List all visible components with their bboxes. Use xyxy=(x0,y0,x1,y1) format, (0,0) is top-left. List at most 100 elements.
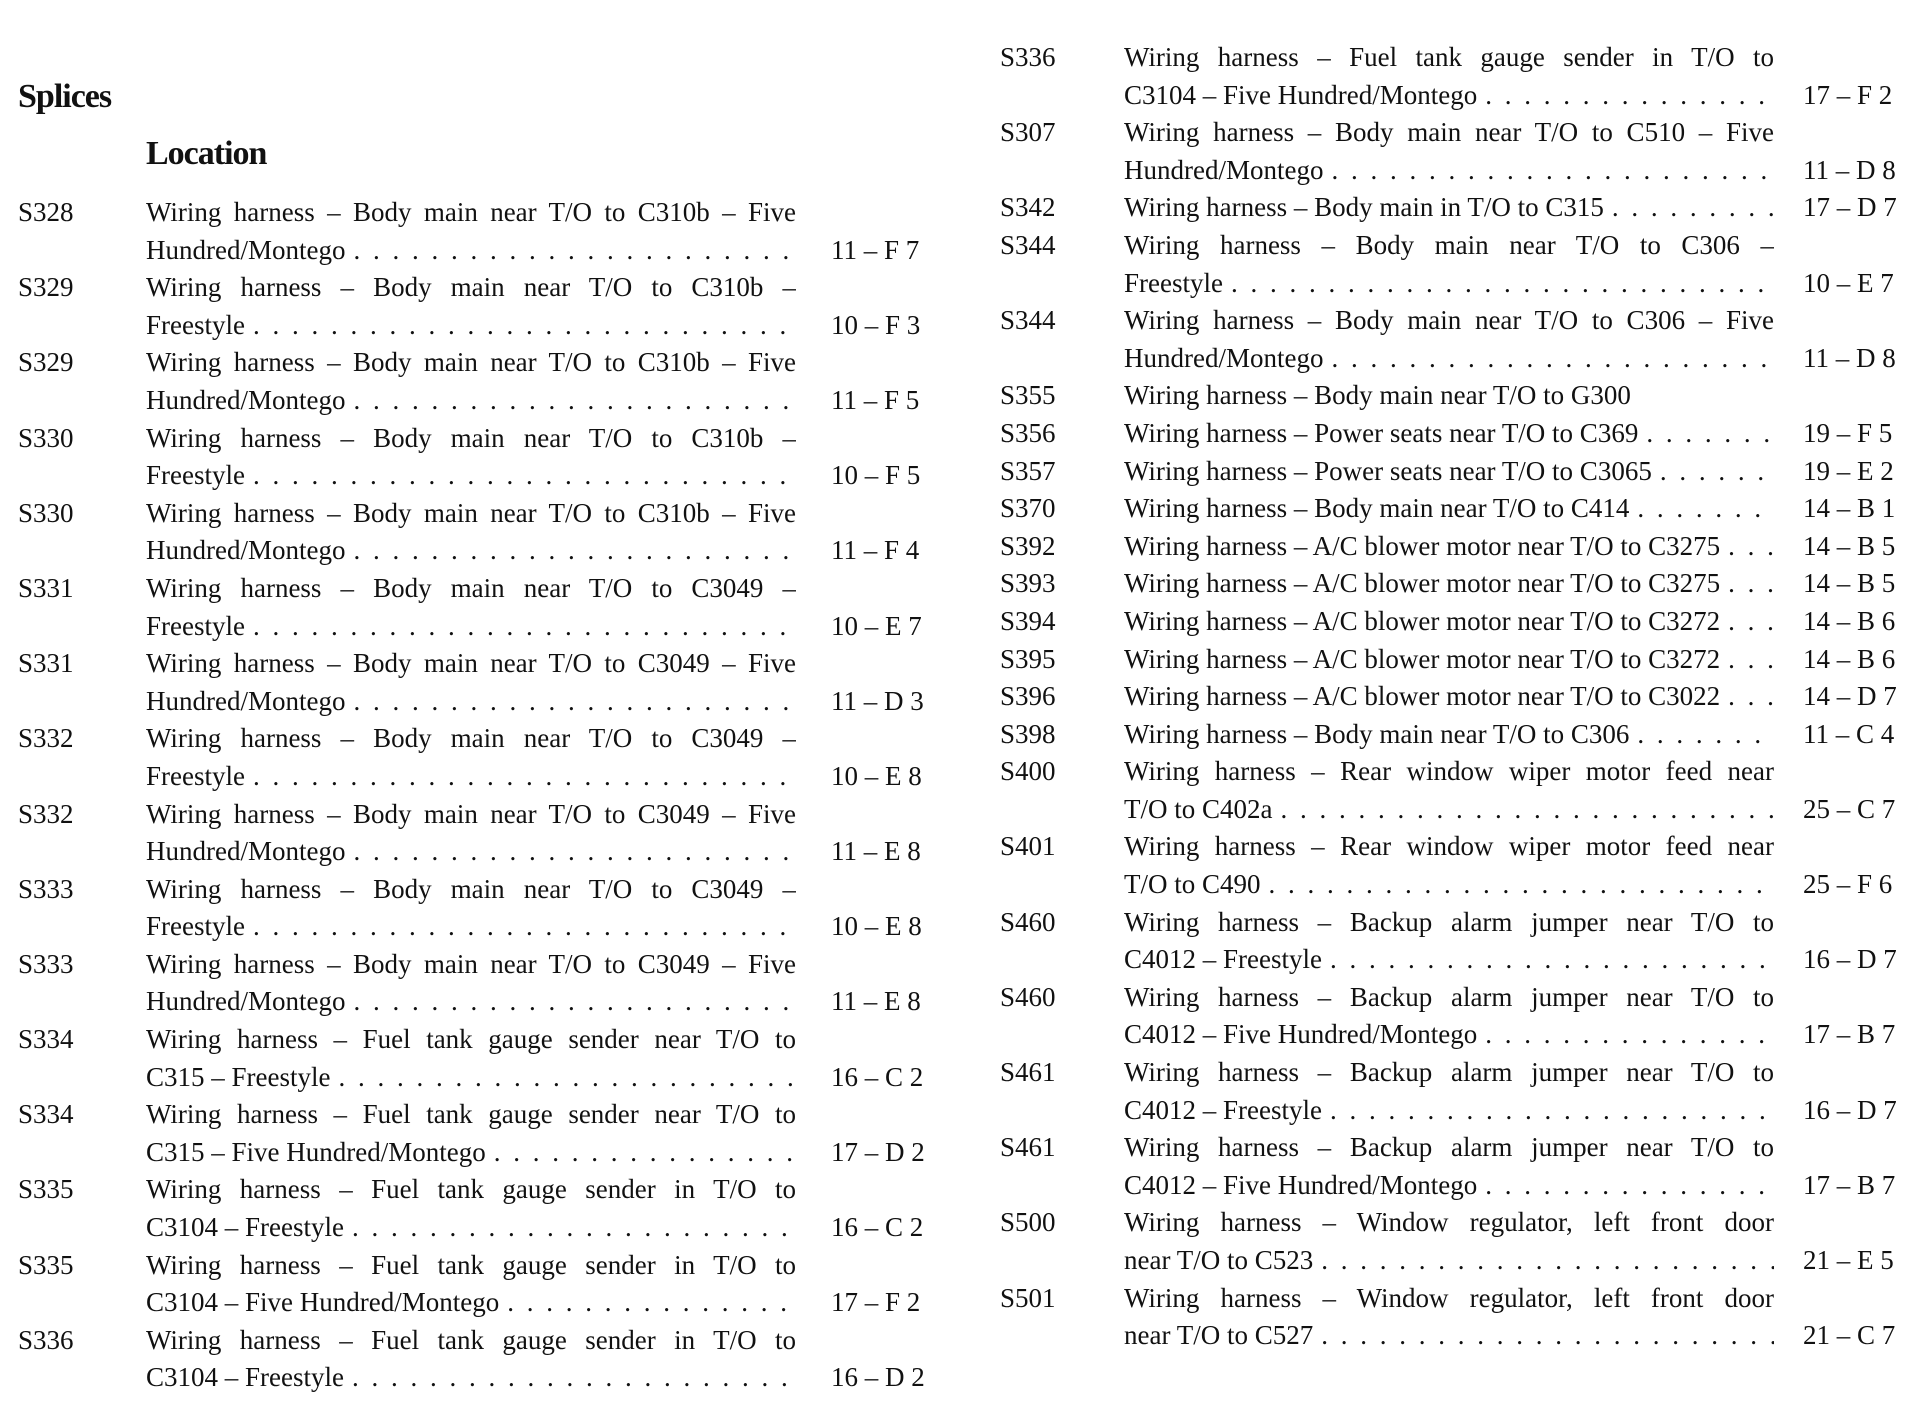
description-text: Wiring harness – Backup alarm jumper nea… xyxy=(1124,1132,1774,1163)
grid-location: 16 – D 7 xyxy=(1803,944,1897,975)
splice-code: S332 xyxy=(18,723,74,754)
splice-code: S336 xyxy=(1000,42,1056,72)
description-text: Wiring harness – Body main near T/O to C… xyxy=(146,497,796,528)
splice-code: S393 xyxy=(1000,568,1056,599)
dot-leader: . . . . . . . . . . . . . . . . . . . . … xyxy=(1268,869,1774,900)
grid-location: 19 – E 2 xyxy=(1803,455,1894,486)
description-text: C3104 – Five Hundred/Montego xyxy=(146,1287,500,1318)
description-text: Hundred/Montego xyxy=(146,986,346,1017)
grid-location: 14 – B 6 xyxy=(1803,605,1896,636)
dot-leader: . . . . . . . . . . . . . . . . . . . . … xyxy=(1485,1019,1774,1050)
description-text: Wiring harness – Body main near T/O to C… xyxy=(1124,305,1774,336)
description-text: C4012 – Five Hundred/Montego xyxy=(1124,1019,1478,1050)
description-text: Wiring harness – Rear window wiper motor… xyxy=(1124,831,1774,862)
splice-code: S357 xyxy=(1000,455,1056,486)
grid-location: 10 – F 5 xyxy=(831,460,921,491)
grid-location: 17 – F 2 xyxy=(831,1287,921,1318)
dot-leader: . . . . . . . . . . . . . . . . . . . . … xyxy=(1331,154,1774,185)
description-text: Wiring harness – Body main near T/O to C… xyxy=(146,798,796,829)
splice-code: S334 xyxy=(18,1024,74,1055)
description-text: Freestyle xyxy=(146,911,245,942)
description-text: Freestyle xyxy=(146,460,245,491)
grid-location: 25 – F 6 xyxy=(1803,869,1893,900)
splice-code: S332 xyxy=(18,798,74,829)
description-text: Hundred/Montego xyxy=(146,384,346,415)
description-text: Wiring harness – Fuel tank gauge sender … xyxy=(146,1174,796,1205)
splice-code: S329 xyxy=(18,347,74,378)
grid-location: 14 – B 1 xyxy=(1803,493,1896,524)
description-text: Wiring harness – Backup alarm jumper nea… xyxy=(1124,1057,1774,1088)
description-text: Wiring harness – Window regulator, left … xyxy=(1124,1207,1774,1238)
splice-code: S335 xyxy=(18,1174,74,1205)
grid-location: 17 – D 7 xyxy=(1803,192,1897,223)
description-text: Wiring harness – Body main near T/O to C… xyxy=(146,873,796,904)
dot-leader: . . . . . . . . . . . . . . . . . . . . … xyxy=(1637,493,1774,524)
description-text: Freestyle xyxy=(146,309,245,340)
description-text: Wiring harness – Body main near T/O to C… xyxy=(1124,718,1630,749)
description-text: near T/O to C523 xyxy=(1124,1245,1314,1275)
splice-code: S333 xyxy=(18,873,74,904)
splice-code: S336 xyxy=(18,1324,74,1355)
description-text: Wiring harness – Rear window wiper motor… xyxy=(1124,756,1774,787)
splice-code: S460 xyxy=(1000,981,1056,1012)
grid-location: 14 – B 6 xyxy=(1803,643,1896,674)
description-text: Wiring harness – Body main in T/O to C31… xyxy=(1124,192,1604,223)
dot-leader: . . . . . . . . . . . . . . . . . . . . … xyxy=(252,309,796,340)
dot-leader: . . . . . . . . . . . . . . . . . . . . … xyxy=(1321,1320,1774,1351)
splice-code: S355 xyxy=(1000,380,1056,411)
splice-code: S335 xyxy=(18,1249,74,1280)
description-text: Wiring harness – Body main near T/O to C… xyxy=(146,347,796,378)
dot-leader: . . . . . . . . . . . . . . . . . . . . … xyxy=(507,1287,796,1318)
description-text: Wiring harness – A/C blower motor near T… xyxy=(1124,605,1721,636)
dot-leader: . . . . . . . . . . . . . . . . . . . . … xyxy=(1659,455,1774,486)
description-text: Wiring harness – Window regulator, left … xyxy=(1124,1282,1774,1313)
dot-leader: . . . . . . . . . . . . . . . . . . . . … xyxy=(1331,342,1774,373)
description-text: Wiring harness – Fuel tank gauge sender … xyxy=(146,1024,796,1055)
dot-leader: . . . . . . . . . . . . . . . . . . . . … xyxy=(1728,568,1774,599)
grid-location: 14 – D 7 xyxy=(1803,681,1897,712)
description-text: Wiring harness – A/C blower motor near T… xyxy=(1124,681,1721,712)
splice-code: S396 xyxy=(1000,681,1056,712)
description-text: C4012 – Freestyle xyxy=(1124,1094,1322,1125)
description-text: Wiring harness – Body main near T/O to C… xyxy=(1124,493,1630,524)
description-text: Hundred/Montego xyxy=(146,535,346,566)
dot-leader: . . . . . . . . . . . . . . . . . . . . … xyxy=(351,1362,796,1393)
grid-location: 11 – D 8 xyxy=(1803,342,1896,373)
grid-location: 11 – F 7 xyxy=(831,234,920,265)
dot-leader: . . . . . . . . . . . . . . . . . . . . … xyxy=(353,836,796,867)
grid-location: 10 – E 8 xyxy=(831,911,922,942)
section-title: Splices xyxy=(18,78,112,115)
description-text: C3104 – Freestyle xyxy=(146,1362,344,1393)
description-text: Wiring harness – Fuel tank gauge sender … xyxy=(1124,42,1774,72)
dot-leader: . . . . . . . . . . . . . . . . . . . . … xyxy=(1485,79,1774,110)
dot-leader: . . . . . . . . . . . . . . . . . . . . … xyxy=(353,685,796,716)
description-text: C315 – Freestyle xyxy=(146,1061,331,1092)
description-text: Wiring harness – Fuel tank gauge sender … xyxy=(146,1099,796,1130)
description-text: Hundred/Montego xyxy=(146,685,346,716)
splice-code: S395 xyxy=(1000,643,1056,674)
description-text: Wiring harness – Body main near T/O to C… xyxy=(146,422,796,453)
splice-code: S392 xyxy=(1000,530,1056,561)
dot-leader: . . . . . . . . . . . . . . . . . . . . … xyxy=(351,1212,796,1243)
dot-leader: . . . . . . . . . . . . . . . . . . . . … xyxy=(1637,718,1774,749)
splice-code: S500 xyxy=(1000,1207,1056,1238)
grid-location: 11 – D 3 xyxy=(831,685,924,716)
splice-code: S344 xyxy=(1000,229,1056,260)
grid-location: 16 – C 2 xyxy=(831,1212,924,1243)
dot-leader: . . . . . . . . . . . . . . . . . . . . … xyxy=(252,460,796,491)
grid-location: 16 – D 2 xyxy=(831,1362,925,1393)
description-text: T/O to C402a xyxy=(1124,793,1273,824)
splice-code: S461 xyxy=(1000,1132,1056,1163)
splice-code: S394 xyxy=(1000,605,1056,636)
description-text: C4012 – Five Hundred/Montego xyxy=(1124,1169,1478,1200)
grid-location: 25 – C 7 xyxy=(1803,793,1896,824)
description-text: Wiring harness – Body main near T/O to C… xyxy=(146,648,796,679)
description-text: Hundred/Montego xyxy=(1124,342,1324,373)
splice-code: S330 xyxy=(18,497,74,528)
description-text: C315 – Five Hundred/Montego xyxy=(146,1136,486,1167)
dot-leader: . . . . . . . . . . . . . . . . . . . . … xyxy=(1230,267,1774,298)
splice-code: S370 xyxy=(1000,493,1056,524)
description-text: Wiring harness – Body main near T/O to C… xyxy=(1124,229,1774,260)
location-heading: Location xyxy=(146,135,267,172)
dot-leader: . . . . . . . . . . . . . . . . . . . . … xyxy=(252,610,796,641)
